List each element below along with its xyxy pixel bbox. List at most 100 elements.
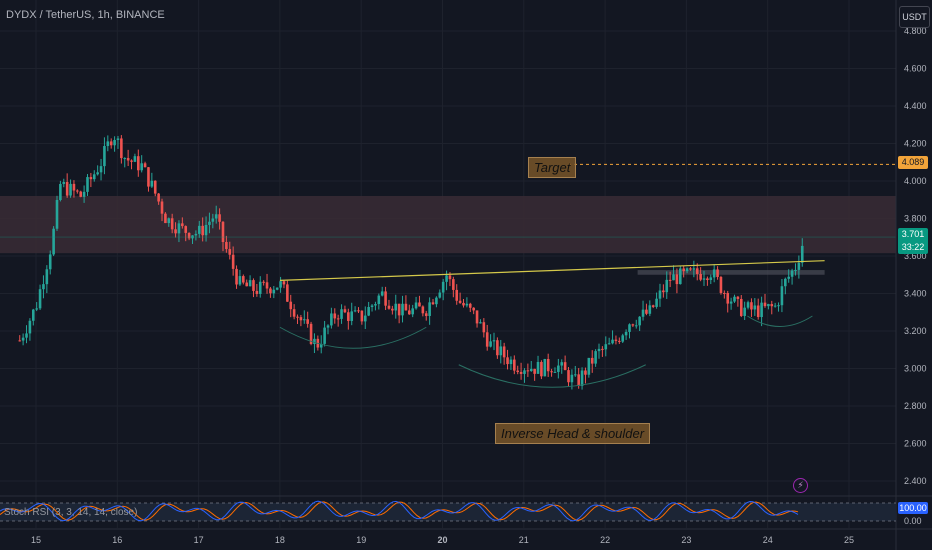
- candle-body: [401, 303, 404, 316]
- candle-body: [580, 370, 584, 386]
- candle-body: [262, 281, 265, 283]
- lightning-icon[interactable]: ⚡: [793, 478, 808, 493]
- x-tick-label: 24: [763, 535, 773, 545]
- candle-body: [472, 307, 475, 311]
- stoch-k-line: [0, 500, 799, 522]
- y-tick-label: 3.000: [904, 364, 927, 374]
- candle-body: [150, 180, 154, 187]
- candle-body: [797, 262, 801, 270]
- candle-body: [181, 223, 184, 227]
- candle-body: [245, 282, 249, 287]
- candle-body: [126, 158, 130, 161]
- y-tick-label: 4.200: [904, 139, 927, 149]
- candle-body: [319, 343, 323, 348]
- candle-body: [133, 156, 137, 162]
- candle-body: [35, 308, 38, 310]
- x-tick-label: 20: [437, 535, 447, 545]
- candle-body: [414, 302, 418, 309]
- candle-body: [137, 156, 140, 171]
- candle-body: [496, 340, 499, 356]
- candle-body: [272, 289, 276, 294]
- candle-body: [350, 311, 354, 321]
- candle-body: [482, 322, 486, 333]
- candle-body: [736, 296, 740, 299]
- candle-body: [794, 269, 797, 271]
- candle-body: [445, 275, 448, 282]
- candle-body: [404, 303, 408, 311]
- candle-body: [225, 242, 228, 250]
- candle-body: [120, 138, 123, 159]
- currency-button[interactable]: USDT: [899, 6, 930, 28]
- candle-body: [370, 305, 374, 308]
- head-arc: [458, 364, 646, 388]
- x-tick-label: 21: [519, 535, 529, 545]
- x-tick-label: 18: [275, 535, 285, 545]
- candle-body: [52, 228, 55, 255]
- candle-body: [299, 317, 303, 321]
- candle-body: [323, 327, 326, 344]
- candle-body: [380, 291, 384, 296]
- candle-body: [76, 190, 79, 192]
- candle-body: [719, 276, 723, 293]
- candle-body: [618, 340, 621, 342]
- pattern-annotation[interactable]: Inverse Head & shoulder: [495, 423, 651, 444]
- x-tick-label: 23: [681, 535, 691, 545]
- candle-body: [89, 177, 93, 180]
- candle-body: [770, 304, 774, 307]
- y-tick-label: 2.600: [904, 439, 927, 449]
- candle-body: [529, 368, 533, 372]
- candle-body: [292, 309, 296, 317]
- candle-body: [546, 358, 550, 372]
- candle-body: [679, 268, 682, 285]
- candle-body: [634, 325, 638, 327]
- candle-body: [336, 318, 340, 320]
- x-tick-label: 15: [31, 535, 41, 545]
- candle-body: [248, 280, 252, 287]
- candle-body: [631, 324, 635, 326]
- candle-body: [340, 309, 343, 319]
- candle-body: [69, 183, 72, 196]
- candle-body: [384, 291, 387, 306]
- candle-body: [553, 371, 557, 373]
- candle-body: [184, 226, 188, 233]
- candle-body: [607, 343, 611, 345]
- candle-body: [197, 225, 201, 234]
- candle-body: [408, 310, 411, 315]
- candle-body: [729, 301, 733, 304]
- candle-body: [269, 288, 272, 294]
- candle-body: [333, 313, 337, 319]
- candle-body: [706, 278, 709, 281]
- candle-body: [343, 309, 347, 313]
- candle-body: [485, 332, 489, 347]
- candle-body: [435, 297, 438, 305]
- target-annotation[interactable]: Target: [528, 157, 577, 178]
- candle-body: [177, 223, 181, 234]
- candle-body: [265, 282, 269, 289]
- candle-body: [523, 370, 526, 374]
- candle-body: [597, 348, 601, 352]
- candle-body: [465, 303, 469, 306]
- y-tick-label: 3.600: [904, 251, 927, 261]
- candle-body: [763, 302, 767, 307]
- candle-body: [502, 346, 506, 358]
- stoch-rsi-value-tag: 100.00: [898, 502, 928, 514]
- candle-body: [143, 163, 147, 168]
- candle-body: [55, 199, 59, 229]
- left-shoulder-arc: [279, 326, 427, 349]
- candle-body: [462, 302, 465, 306]
- candle-body: [587, 357, 591, 375]
- candle-body: [65, 182, 69, 196]
- candle-body: [174, 229, 177, 234]
- candle-body: [648, 305, 652, 314]
- candle-body: [452, 279, 455, 290]
- candle-body: [45, 269, 49, 285]
- candle-body: [475, 310, 479, 324]
- candle-body: [499, 346, 503, 356]
- candle-body: [302, 319, 306, 321]
- candle-body: [550, 371, 553, 373]
- candle-body: [655, 298, 658, 307]
- candle-body: [357, 310, 360, 312]
- candle-body: [753, 305, 757, 310]
- candle-body: [590, 357, 594, 364]
